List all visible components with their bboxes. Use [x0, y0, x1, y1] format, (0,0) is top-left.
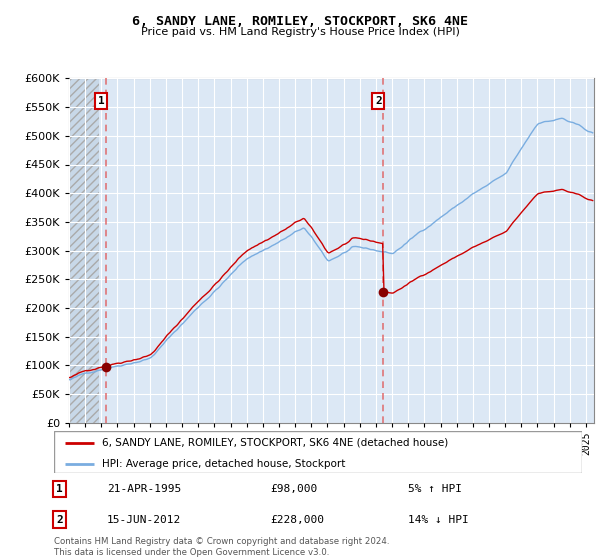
Text: 6, SANDY LANE, ROMILEY, STOCKPORT, SK6 4NE (detached house): 6, SANDY LANE, ROMILEY, STOCKPORT, SK6 4…: [101, 438, 448, 448]
Text: 5% ↑ HPI: 5% ↑ HPI: [408, 484, 462, 494]
Text: 14% ↓ HPI: 14% ↓ HPI: [408, 515, 469, 525]
Text: HPI: Average price, detached house, Stockport: HPI: Average price, detached house, Stoc…: [101, 459, 345, 469]
Text: Price paid vs. HM Land Registry's House Price Index (HPI): Price paid vs. HM Land Registry's House …: [140, 27, 460, 38]
Text: Contains HM Land Registry data © Crown copyright and database right 2024.
This d: Contains HM Land Registry data © Crown c…: [54, 537, 389, 557]
Text: £98,000: £98,000: [271, 484, 318, 494]
Text: 1: 1: [56, 484, 62, 494]
Text: 1: 1: [98, 96, 104, 106]
Text: 15-JUN-2012: 15-JUN-2012: [107, 515, 181, 525]
Text: £228,000: £228,000: [271, 515, 325, 525]
FancyBboxPatch shape: [54, 431, 582, 473]
Text: 6, SANDY LANE, ROMILEY, STOCKPORT, SK6 4NE: 6, SANDY LANE, ROMILEY, STOCKPORT, SK6 4…: [132, 15, 468, 28]
Text: 2: 2: [56, 515, 62, 525]
Bar: [69, 78, 98, 423]
Text: 2: 2: [375, 96, 382, 106]
Text: 21-APR-1995: 21-APR-1995: [107, 484, 181, 494]
